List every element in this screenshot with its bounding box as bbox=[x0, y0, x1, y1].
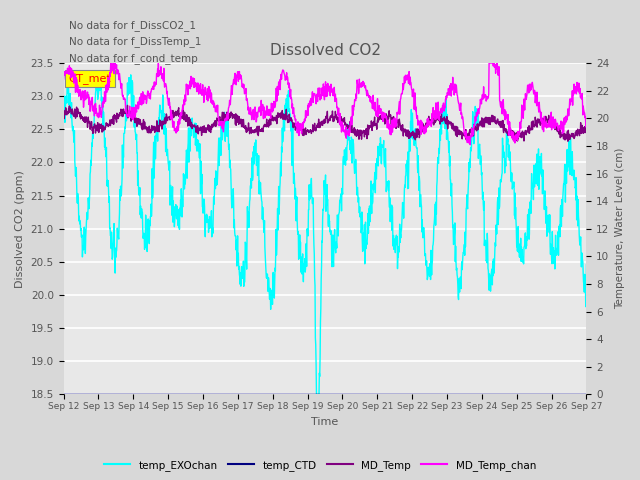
MD_Temp_chan bbox=[177, 112, 184, 118]
MD_Temp_chan bbox=[164, 95, 172, 101]
Line: MD_Temp_chan: MD_Temp_chan bbox=[63, 63, 586, 144]
MD_Temp bbox=[406, 133, 414, 139]
MD_Temp bbox=[164, 118, 172, 123]
temp_EXOchan bbox=[582, 262, 590, 268]
MD_Temp_chan bbox=[475, 110, 483, 116]
temp_CTD bbox=[582, 392, 590, 397]
temp_EXOchan bbox=[60, 109, 67, 115]
MD_Temp_chan bbox=[521, 100, 529, 106]
Text: No data for f_DissCO2_1: No data for f_DissCO2_1 bbox=[68, 20, 196, 31]
temp_EXOchan bbox=[97, 68, 104, 74]
temp_EXOchan bbox=[164, 146, 172, 152]
temp_EXOchan bbox=[475, 145, 483, 151]
Text: No data for f_DissTemp_1: No data for f_DissTemp_1 bbox=[68, 36, 201, 48]
temp_CTD bbox=[406, 392, 413, 397]
MD_Temp_chan bbox=[582, 110, 590, 116]
temp_EXOchan bbox=[235, 266, 243, 272]
temp_EXOchan bbox=[521, 231, 529, 237]
MD_Temp bbox=[235, 121, 243, 127]
MD_Temp bbox=[521, 130, 529, 136]
temp_CTD bbox=[234, 392, 242, 397]
X-axis label: Time: Time bbox=[312, 417, 339, 427]
Y-axis label: Dissolved CO2 (ppm): Dissolved CO2 (ppm) bbox=[15, 170, 25, 288]
MD_Temp bbox=[582, 121, 590, 127]
temp_EXOchan bbox=[177, 213, 184, 219]
MD_Temp_chan bbox=[467, 142, 474, 147]
Text: GT_met: GT_met bbox=[68, 73, 111, 84]
Text: No data for f_cond_temp: No data for f_cond_temp bbox=[68, 53, 198, 64]
temp_CTD bbox=[520, 392, 528, 397]
Y-axis label: Temperature, Water Level (cm): Temperature, Water Level (cm) bbox=[615, 148, 625, 310]
temp_CTD bbox=[163, 392, 171, 397]
Line: MD_Temp: MD_Temp bbox=[63, 105, 586, 141]
MD_Temp_chan bbox=[406, 74, 414, 80]
temp_CTD bbox=[60, 392, 67, 397]
MD_Temp bbox=[60, 114, 67, 120]
Legend: temp_EXOchan, temp_CTD, MD_Temp, MD_Temp_chan: temp_EXOchan, temp_CTD, MD_Temp, MD_Temp… bbox=[100, 456, 540, 475]
MD_Temp bbox=[124, 102, 131, 108]
MD_Temp bbox=[177, 113, 184, 119]
MD_Temp bbox=[564, 138, 572, 144]
MD_Temp_chan bbox=[60, 76, 67, 82]
Title: Dissolved CO2: Dissolved CO2 bbox=[269, 43, 381, 58]
temp_CTD bbox=[176, 392, 184, 397]
MD_Temp_chan bbox=[109, 60, 117, 66]
Line: temp_EXOchan: temp_EXOchan bbox=[63, 71, 586, 395]
temp_CTD bbox=[474, 392, 482, 397]
temp_EXOchan bbox=[312, 392, 320, 397]
MD_Temp_chan bbox=[235, 69, 243, 75]
temp_EXOchan bbox=[407, 119, 415, 124]
MD_Temp bbox=[475, 124, 483, 130]
